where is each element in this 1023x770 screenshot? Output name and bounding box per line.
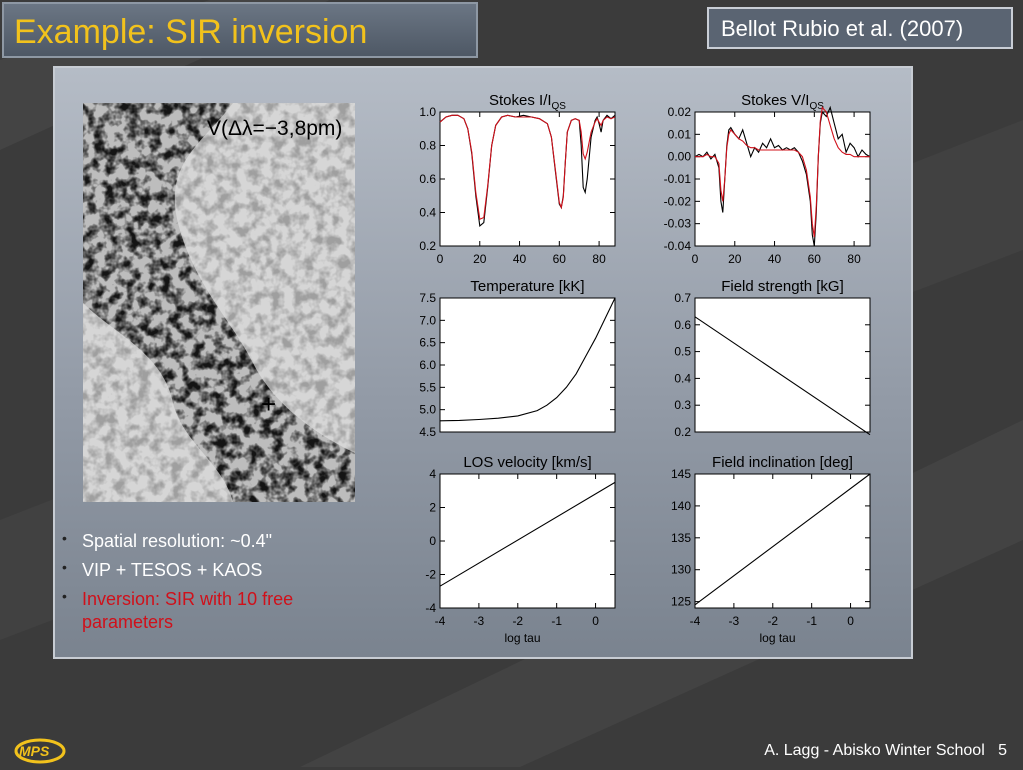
y-tick-label: 0.00 [668, 150, 692, 164]
bullet-dot-icon: • [62, 588, 67, 604]
y-tick-label: 0.6 [419, 172, 436, 186]
chart-title-subscript: QS [552, 101, 567, 112]
bullet-list: • Spatial resolution: ~0.4" • VIP + TESOS … [60, 530, 350, 640]
y-tick-label: 0.7 [674, 291, 691, 305]
y-tick-label: 0.01 [668, 127, 692, 141]
series-line [694, 316, 871, 436]
y-tick-label: 4.5 [419, 425, 436, 439]
y-tick-label: 4 [429, 467, 436, 481]
plot-frame [694, 297, 871, 433]
x-tick-label: -4 [435, 614, 446, 628]
series-line [694, 473, 871, 606]
series-line [695, 106, 870, 238]
bullet-dot-icon: • [62, 559, 67, 575]
y-tick-label: 1.0 [419, 105, 436, 119]
series-line [439, 114, 616, 220]
footer-text: A. Lagg - Abisko Winter School [764, 742, 985, 759]
image-marker: + [261, 389, 276, 419]
reference-text: Bellot Rubio et al. (2007) [721, 16, 964, 41]
y-tick-label: -0.02 [664, 194, 692, 208]
y-tick-label: 0.4 [674, 371, 691, 385]
y-tick-label: 135 [671, 531, 691, 545]
y-tick-label: 0.2 [419, 239, 436, 253]
y-tick-label: -0.04 [664, 239, 692, 253]
y-tick-label: 140 [671, 499, 691, 513]
y-tick-label: 0.3 [674, 398, 691, 412]
chart-title: Field strength [kG] [721, 278, 844, 295]
title-box: Example: SIR inversion [2, 2, 478, 58]
chart-title: LOS velocity [km/s] [463, 454, 591, 471]
bullet-dot-icon: • [62, 530, 67, 546]
x-tick-label: 0 [692, 252, 699, 266]
y-tick-label: 125 [671, 595, 691, 609]
bullet-item: • VIP + TESOS + KAOS [60, 559, 350, 582]
x-tick-label: 60 [808, 252, 822, 266]
y-tick-label: -0.03 [664, 217, 692, 231]
bullet-item: • Inversion: SIR with 10 free parameters [60, 588, 350, 634]
y-tick-label: 7.5 [419, 291, 436, 305]
y-tick-label: 7.0 [419, 313, 436, 327]
chart-title: Field inclination [deg] [712, 454, 853, 471]
plot-frame [694, 111, 871, 247]
y-tick-label: 0.2 [674, 425, 691, 439]
x-tick-label: 40 [513, 252, 527, 266]
chart-title-subscript: QS [809, 101, 824, 112]
y-tick-label: 6.5 [419, 336, 436, 350]
y-tick-label: 5.5 [419, 380, 436, 394]
mps-logo: MPS [14, 737, 66, 770]
chart-title: Stokes V/IQS [741, 92, 824, 112]
x-tick-label: -3 [729, 614, 740, 628]
y-tick-label: 0.5 [674, 345, 691, 359]
y-tick-label: 145 [671, 467, 691, 481]
x-axis-label: log tau [759, 631, 795, 645]
x-axis-label: log tau [504, 631, 540, 645]
plot-frame [439, 473, 616, 609]
y-tick-label: 0.4 [419, 206, 436, 220]
x-tick-label: 80 [592, 252, 606, 266]
x-tick-label: -3 [474, 614, 485, 628]
image-label: V(Δλ=−3,8pm) [207, 117, 342, 140]
y-tick-label: 0.8 [419, 139, 436, 153]
plot-frame [439, 297, 616, 433]
bullet-text: Inversion: SIR with 10 free parameters [82, 589, 294, 632]
series-line [439, 297, 616, 422]
y-tick-label: 0.02 [668, 105, 692, 119]
y-tick-label: 130 [671, 563, 691, 577]
bullet-item: • Spatial resolution: ~0.4" [60, 530, 350, 553]
plot-frame [439, 111, 616, 247]
x-tick-label: 0 [592, 614, 599, 628]
x-tick-label: 20 [473, 252, 487, 266]
x-tick-label: -2 [512, 614, 523, 628]
chart-title: Stokes I/IQS [489, 92, 566, 112]
x-tick-label: 20 [728, 252, 742, 266]
x-tick-label: -4 [690, 614, 701, 628]
x-tick-label: -1 [551, 614, 562, 628]
reference-box: Bellot Rubio et al. (2007) [707, 7, 1013, 49]
bullet-text: Spatial resolution: ~0.4" [82, 531, 273, 551]
footer: A. Lagg - Abisko Winter School 5 [764, 742, 1007, 760]
x-tick-label: 40 [768, 252, 782, 266]
x-tick-label: -2 [767, 614, 778, 628]
y-tick-label: -4 [425, 601, 436, 615]
magnetogram-image: V(Δλ=−3,8pm) + [83, 103, 355, 502]
y-tick-label: 2 [429, 501, 436, 515]
y-tick-label: 0.6 [674, 318, 691, 332]
bullet-text: VIP + TESOS + KAOS [82, 560, 263, 580]
x-tick-label: 0 [437, 252, 444, 266]
y-tick-label: -0.01 [664, 172, 692, 186]
logo-text: MPS [19, 743, 50, 759]
page-number: 5 [998, 742, 1007, 759]
slide-title: Example: SIR inversion [14, 13, 368, 51]
y-tick-label: 0 [429, 534, 436, 548]
y-tick-label: 6.0 [419, 358, 436, 372]
y-tick-label: 5.0 [419, 403, 436, 417]
y-tick-label: -2 [425, 568, 436, 582]
x-tick-label: 80 [847, 252, 861, 266]
series-line [439, 481, 616, 587]
chart-title: Temperature [kK] [470, 278, 584, 295]
x-tick-label: -1 [806, 614, 817, 628]
x-tick-label: 0 [847, 614, 854, 628]
x-tick-label: 60 [553, 252, 567, 266]
